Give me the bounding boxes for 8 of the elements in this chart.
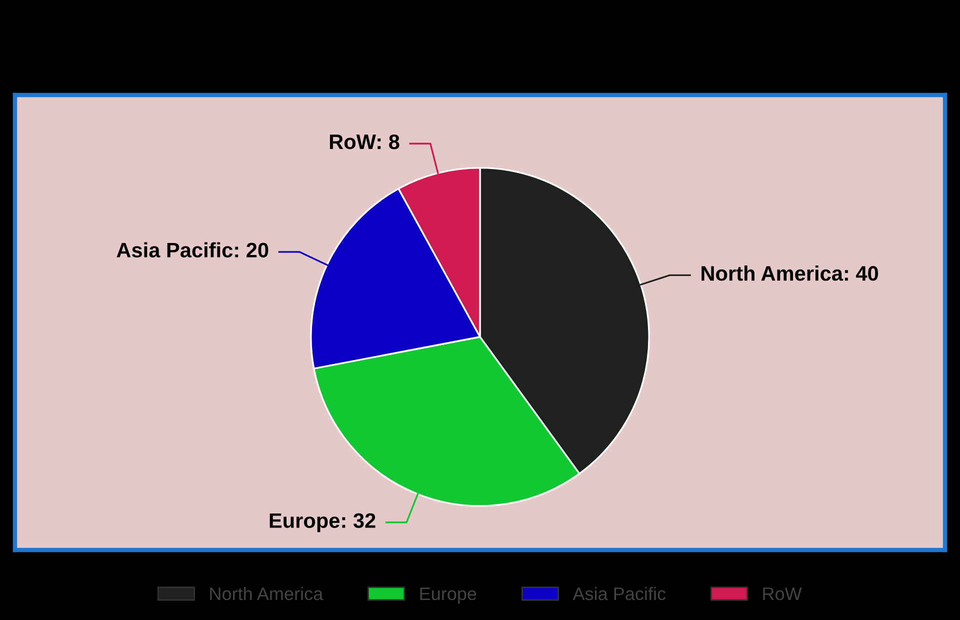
data-label: Asia Pacific: 20 — [116, 242, 268, 258]
legend-label: Asia Pacific — [572, 586, 666, 600]
legend-label: North America — [210, 586, 324, 600]
data-label: Europe: 32 — [270, 513, 376, 532]
legend-label: RoW — [763, 588, 802, 600]
data-label: RoW: 8 — [330, 134, 400, 150]
legend-label: Europe — [420, 588, 476, 604]
data-label: North America: 40 — [702, 266, 878, 281]
